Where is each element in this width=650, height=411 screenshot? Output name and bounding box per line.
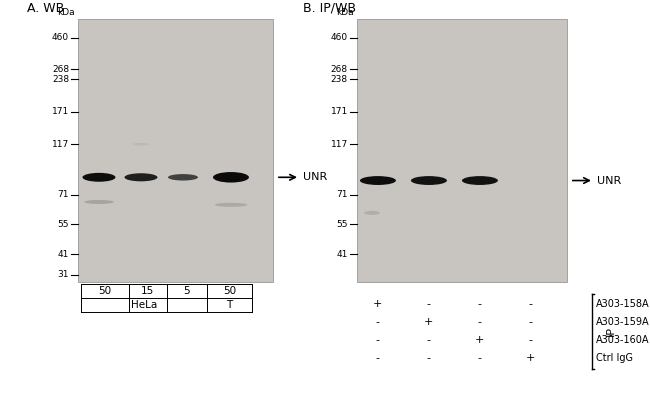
Text: A303-160A: A303-160A <box>595 335 649 345</box>
Text: 5: 5 <box>183 286 190 296</box>
Text: 117: 117 <box>331 140 348 149</box>
Text: +: + <box>475 335 485 345</box>
Text: 55: 55 <box>57 220 69 229</box>
Text: B. IP/WB: B. IP/WB <box>303 2 356 15</box>
Ellipse shape <box>168 174 198 180</box>
Text: -: - <box>376 317 380 327</box>
Text: -: - <box>478 353 482 363</box>
Ellipse shape <box>133 143 149 145</box>
Text: 31: 31 <box>57 270 69 279</box>
Bar <box>357 19 567 282</box>
Bar <box>78 19 273 282</box>
Text: 238: 238 <box>331 75 348 84</box>
Text: 268: 268 <box>52 65 69 74</box>
Ellipse shape <box>462 176 498 185</box>
Ellipse shape <box>213 172 249 182</box>
Text: -: - <box>529 299 533 309</box>
Text: 50: 50 <box>223 286 236 296</box>
Text: -: - <box>529 317 533 327</box>
Text: kDa: kDa <box>336 8 354 17</box>
Text: 268: 268 <box>331 65 348 74</box>
Text: -: - <box>376 353 380 363</box>
Text: +: + <box>424 317 434 327</box>
Text: 460: 460 <box>52 33 69 42</box>
Text: -: - <box>427 353 431 363</box>
Text: +: + <box>373 299 383 309</box>
Text: Ctrl IgG: Ctrl IgG <box>595 353 632 363</box>
Ellipse shape <box>125 173 157 181</box>
Text: IP: IP <box>606 326 616 336</box>
Text: 50: 50 <box>98 286 112 296</box>
Text: 460: 460 <box>331 33 348 42</box>
Text: 71: 71 <box>337 190 348 199</box>
Text: -: - <box>478 299 482 309</box>
Ellipse shape <box>411 176 447 185</box>
Text: -: - <box>376 335 380 345</box>
Text: 71: 71 <box>57 190 69 199</box>
Text: T: T <box>226 300 233 309</box>
Text: 171: 171 <box>52 107 69 116</box>
Text: -: - <box>529 335 533 345</box>
Text: A303-159A: A303-159A <box>595 317 649 327</box>
Text: -: - <box>427 299 431 309</box>
Text: 15: 15 <box>141 286 155 296</box>
Text: -: - <box>427 335 431 345</box>
Ellipse shape <box>364 211 380 215</box>
Text: kDa: kDa <box>57 8 75 17</box>
Text: +: + <box>526 353 536 363</box>
Text: 171: 171 <box>331 107 348 116</box>
Text: HeLa: HeLa <box>131 300 157 309</box>
Text: 41: 41 <box>58 249 69 259</box>
Text: A. WB: A. WB <box>27 2 64 15</box>
Text: 117: 117 <box>52 140 69 149</box>
Ellipse shape <box>214 203 247 207</box>
Ellipse shape <box>83 173 116 182</box>
Text: UNR: UNR <box>597 175 621 185</box>
Text: 238: 238 <box>52 75 69 84</box>
Ellipse shape <box>360 176 396 185</box>
Text: A303-158A: A303-158A <box>595 299 649 309</box>
Text: 41: 41 <box>337 249 348 259</box>
Text: -: - <box>478 317 482 327</box>
Text: 55: 55 <box>337 220 348 229</box>
Ellipse shape <box>84 200 114 204</box>
Text: UNR: UNR <box>303 172 327 182</box>
